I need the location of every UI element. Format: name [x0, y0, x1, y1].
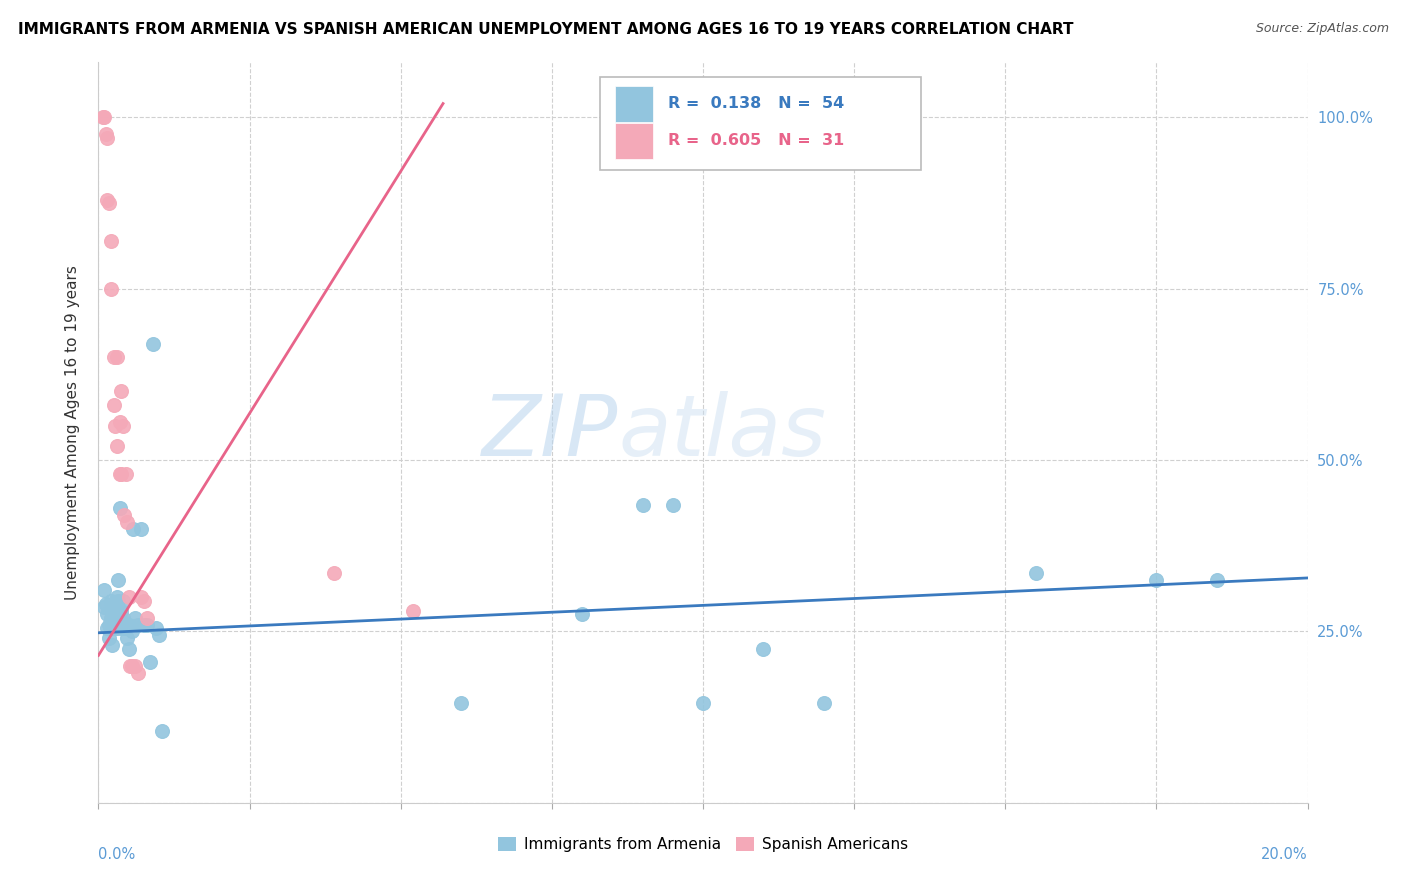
Text: 20.0%: 20.0%	[1261, 847, 1308, 863]
FancyBboxPatch shape	[600, 78, 921, 169]
Point	[127, 665, 149, 680]
Point	[692, 697, 714, 711]
Point	[100, 282, 122, 296]
Point	[117, 632, 139, 646]
Point	[93, 583, 115, 598]
Text: IMMIGRANTS FROM ARMENIA VS SPANISH AMERICAN UNEMPLOYMENT AMONG AGES 16 TO 19 YEA: IMMIGRANTS FROM ARMENIA VS SPANISH AMERI…	[18, 22, 1074, 37]
Point	[129, 522, 152, 536]
Point	[114, 617, 136, 632]
Point	[112, 621, 135, 635]
Point	[110, 621, 132, 635]
Point	[108, 467, 131, 481]
Point	[100, 621, 122, 635]
Point	[103, 350, 125, 364]
Text: Source: ZipAtlas.com: Source: ZipAtlas.com	[1256, 22, 1389, 36]
Point	[104, 418, 127, 433]
Point	[100, 234, 122, 248]
Point	[100, 610, 122, 624]
Point	[110, 467, 132, 481]
Point	[107, 593, 129, 607]
Point	[132, 593, 155, 607]
Point	[124, 610, 146, 624]
Point	[571, 607, 593, 622]
Point	[103, 607, 125, 622]
Point	[98, 196, 121, 211]
Point	[93, 600, 115, 615]
Point	[402, 604, 425, 618]
Point	[323, 566, 346, 581]
Point	[107, 573, 129, 587]
Point	[108, 415, 131, 429]
Point	[96, 621, 118, 635]
Text: ZIP: ZIP	[482, 391, 619, 475]
Point	[100, 593, 122, 607]
Point	[94, 597, 117, 611]
Point	[135, 610, 157, 624]
Point	[150, 723, 173, 738]
Text: atlas: atlas	[619, 391, 827, 475]
Point	[103, 621, 125, 635]
Point	[148, 628, 170, 642]
Point	[105, 621, 128, 635]
Point	[142, 336, 165, 351]
Point	[661, 498, 683, 512]
Point	[91, 110, 114, 124]
Text: R =  0.138   N =  54: R = 0.138 N = 54	[668, 96, 844, 112]
Point	[105, 350, 128, 364]
Y-axis label: Unemployment Among Ages 16 to 19 years: Unemployment Among Ages 16 to 19 years	[65, 265, 80, 600]
Point	[108, 610, 131, 624]
Point	[117, 515, 139, 529]
Point	[96, 607, 118, 622]
Text: R =  0.605   N =  31: R = 0.605 N = 31	[668, 134, 844, 148]
Point	[118, 590, 141, 604]
Point	[122, 522, 145, 536]
Point	[98, 632, 121, 646]
Point	[100, 604, 122, 618]
Point	[110, 604, 132, 618]
FancyBboxPatch shape	[614, 87, 654, 121]
Point	[104, 607, 127, 622]
Point	[96, 131, 118, 145]
Point	[110, 384, 132, 399]
Point	[813, 697, 835, 711]
Point	[111, 593, 134, 607]
Point	[100, 638, 122, 652]
Point	[108, 501, 131, 516]
Point	[96, 193, 118, 207]
Point	[105, 590, 128, 604]
Point	[752, 641, 775, 656]
Point	[111, 610, 134, 624]
Point	[112, 508, 135, 522]
Point	[127, 617, 149, 632]
Point	[118, 658, 141, 673]
Point	[145, 621, 167, 635]
FancyBboxPatch shape	[614, 123, 654, 159]
Point	[135, 617, 157, 632]
Point	[118, 617, 141, 632]
Point	[450, 697, 472, 711]
Point	[118, 641, 141, 656]
Point	[103, 398, 125, 412]
Legend: Immigrants from Armenia, Spanish Americans: Immigrants from Armenia, Spanish America…	[492, 830, 914, 858]
Point	[124, 658, 146, 673]
Point	[111, 418, 134, 433]
Point	[1024, 566, 1046, 581]
Point	[1144, 573, 1167, 587]
Point	[94, 128, 117, 142]
Point	[98, 617, 121, 632]
Point	[631, 498, 654, 512]
Point	[104, 621, 127, 635]
Point	[129, 590, 152, 604]
Point	[121, 624, 143, 639]
Point	[105, 604, 128, 618]
Point	[105, 439, 128, 453]
Point	[93, 110, 115, 124]
Point	[114, 467, 136, 481]
Point	[139, 655, 162, 669]
Point	[121, 658, 143, 673]
Point	[1206, 573, 1229, 587]
Text: 0.0%: 0.0%	[98, 847, 135, 863]
Point	[132, 617, 155, 632]
